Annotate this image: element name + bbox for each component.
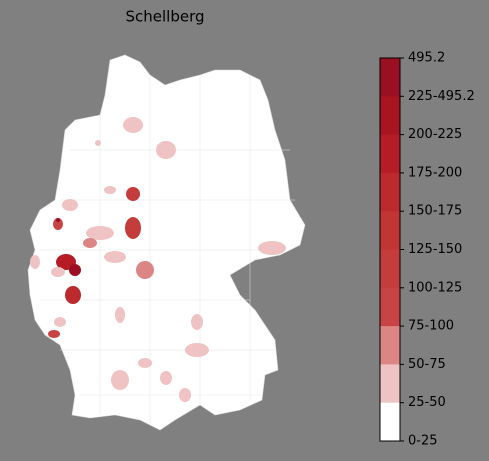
colorbar-label: 495.2: [408, 51, 445, 66]
country-outline: [27, 54, 306, 431]
colorbar-segment: [380, 134, 400, 174]
colorbar-segment: [380, 96, 400, 135]
colorbar-segment: [380, 402, 400, 442]
colorbar-segment: [380, 172, 400, 212]
colorbar-segment: [380, 326, 400, 365]
colorbar-label: 25-50: [408, 395, 446, 410]
colorbar-label: 75-100: [408, 319, 454, 334]
colorbar-label: 50-75: [408, 357, 446, 372]
colorbar-label: 150-175: [408, 204, 462, 219]
colorbar-label: 0-25: [408, 434, 438, 449]
colorbar-label: 200-225: [408, 127, 462, 142]
colorbar-segment: [380, 211, 400, 250]
colorbar-label: 125-150: [408, 242, 462, 257]
district-lines: [40, 75, 295, 425]
map-title: Schellberg: [125, 8, 204, 26]
colorbar-segment: [380, 249, 400, 289]
colorbar: 495.2 225-495.2 200-225 175-200 150-175 125-1…: [379, 51, 475, 449]
colorbar-label: 100-125: [408, 280, 462, 295]
colorbar-segment: [380, 58, 400, 97]
district-patches: [30, 117, 286, 402]
colorbar-segment: [380, 287, 400, 327]
colorbar-label: 225-495.2: [408, 89, 475, 104]
colorbar-label: 175-200: [408, 165, 462, 180]
germany-map: [27, 54, 306, 431]
colorbar-segment: [380, 364, 400, 403]
